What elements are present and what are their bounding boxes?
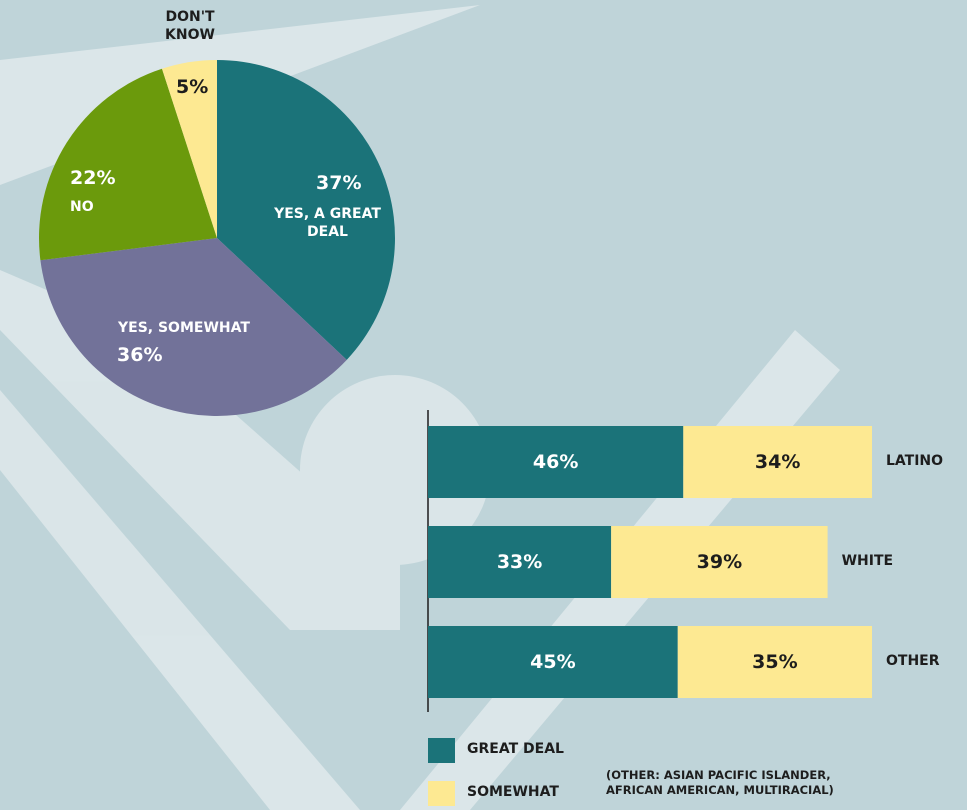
pie-value-label: 22% [70, 167, 115, 191]
legend-label: SOMEWHAT [467, 784, 559, 802]
bar-value-label: 33% [490, 551, 550, 575]
legend-label: GREAT DEAL [467, 741, 564, 759]
bar-value-label: 39% [689, 551, 749, 575]
bar-category-label: LATINO [886, 453, 943, 471]
legend-swatch [428, 738, 455, 763]
pie-category-label: DON'T KNOW [150, 9, 230, 44]
pie-value-label: 37% [316, 172, 361, 196]
chart [0, 0, 967, 810]
bar-value-label: 45% [523, 651, 583, 675]
infographic: YES, A GREAT DEAL 37% YES, SOMEWHAT 36% NO 22… [0, 0, 967, 810]
bar-value-label: 35% [745, 651, 805, 675]
pie-category-label: NO [70, 199, 94, 217]
bar-category-label: WHITE [842, 553, 893, 571]
footnote: (OTHER: ASIAN PACIFIC ISLANDER, AFRICAN … [606, 768, 846, 798]
pie-category-label: YES, SOMEWHAT [118, 320, 250, 338]
pie-value-label: 5% [176, 76, 208, 100]
legend-swatch [428, 781, 455, 806]
pie-category-label: YES, A GREAT DEAL [270, 206, 385, 241]
bar-value-label: 46% [526, 451, 586, 475]
bar-category-label: OTHER [886, 653, 940, 671]
pie-value-label: 36% [117, 344, 162, 368]
bar-value-label: 34% [748, 451, 808, 475]
